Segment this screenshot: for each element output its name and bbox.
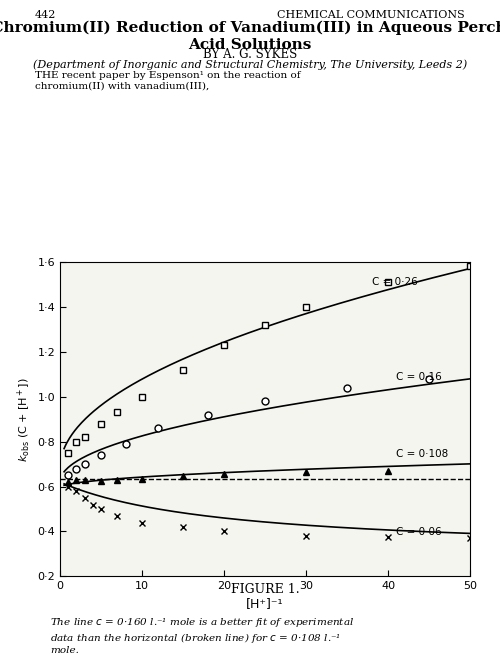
- Text: THE recent paper by Espenson¹ on the reaction of
chromium(II) with vanadium(III): THE recent paper by Espenson¹ on the rea…: [35, 71, 300, 90]
- Text: C = 0·06: C = 0·06: [396, 527, 442, 537]
- Text: (Department of Inorganic and Structural Chemistry, The University, Leeds 2): (Department of Inorganic and Structural …: [33, 59, 467, 69]
- Text: CHEMICAL COMMUNICATIONS: CHEMICAL COMMUNICATIONS: [277, 10, 465, 20]
- Text: The line $c$ = 0·160 l.⁻¹ mole is a better fit of experimental
data than the hor: The line $c$ = 0·160 l.⁻¹ mole is a bett…: [50, 616, 354, 655]
- Text: BY A. G. SYKES: BY A. G. SYKES: [203, 48, 297, 62]
- Text: C = 0·26: C = 0·26: [372, 278, 418, 288]
- X-axis label: [H⁺]⁻¹: [H⁺]⁻¹: [246, 597, 284, 610]
- Text: C = 0·108: C = 0·108: [396, 449, 448, 459]
- Text: 442: 442: [35, 10, 56, 20]
- Text: C = 0·16: C = 0·16: [396, 372, 442, 382]
- Text: FIGURE 1.: FIGURE 1.: [230, 583, 300, 596]
- Text: The Chromium(II) Reduction of Vanadium(III) in Aqueous Perchloric
Acid Solutions: The Chromium(II) Reduction of Vanadium(I…: [0, 21, 500, 52]
- Y-axis label: $k_{\rm obs}$ (C + [H$^+$]): $k_{\rm obs}$ (C + [H$^+$]): [16, 377, 33, 462]
